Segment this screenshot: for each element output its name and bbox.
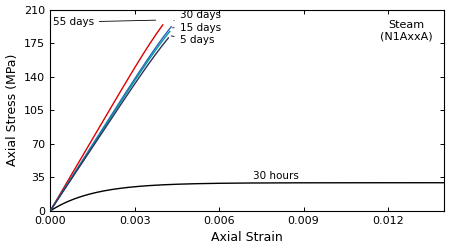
Text: 30 hours: 30 hours: [253, 171, 299, 181]
Text: 5 days: 5 days: [171, 35, 214, 45]
Text: 15 days: 15 days: [173, 23, 221, 33]
Text: Steam
(N1AxxA): Steam (N1AxxA): [380, 20, 432, 41]
Text: 30 days: 30 days: [174, 10, 220, 20]
Text: 55 days: 55 days: [53, 17, 156, 27]
Y-axis label: Axial Stress (MPa): Axial Stress (MPa): [5, 54, 18, 166]
X-axis label: Axial Strain: Axial Strain: [212, 232, 283, 244]
